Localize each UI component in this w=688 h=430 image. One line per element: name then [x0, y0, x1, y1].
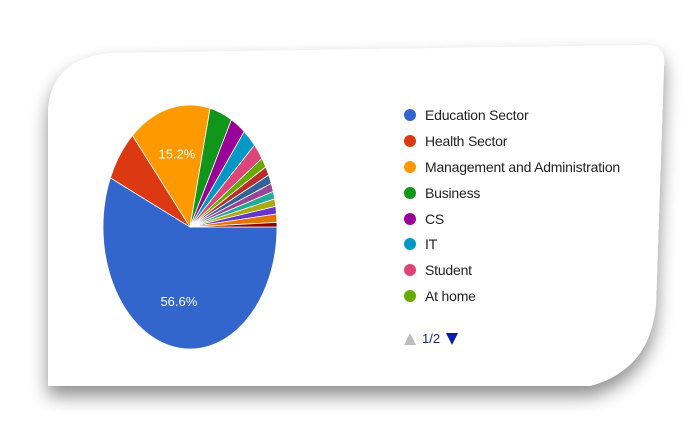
pie-slice-data-label: 15.2%	[158, 147, 195, 162]
legend-label: CS	[425, 210, 445, 227]
legend-item[interactable]: Management and Administration	[404, 154, 634, 180]
legend-dot-icon	[404, 238, 416, 251]
legend-dot-icon	[404, 160, 416, 173]
legend-item[interactable]: Education Sector	[404, 102, 634, 128]
legend-item[interactable]: IT	[404, 231, 634, 257]
legend-dot-icon	[404, 264, 416, 277]
legend-dot-icon	[404, 212, 416, 225]
legend-item[interactable]: At home	[404, 283, 634, 309]
pie-slice-education-sector[interactable]	[102, 177, 278, 350]
legend-dot-icon	[404, 134, 416, 147]
legend-item[interactable]: Student	[404, 257, 634, 283]
chart-legend: Education Sector Health Sector Management …	[404, 102, 634, 309]
legend-dot-icon	[404, 290, 416, 303]
legend-item[interactable]: Business	[404, 180, 634, 206]
legend-pager: 1/2	[404, 331, 459, 346]
pager-label: 1/2	[422, 331, 441, 346]
legend-label: Management and Administration	[425, 158, 620, 175]
pie-slice-15[interactable]	[189, 221, 278, 228]
triangle-up-icon[interactable]	[404, 332, 416, 345]
legend-label: Education Sector	[425, 106, 529, 123]
legend-label: IT	[425, 236, 438, 253]
legend-label: At home	[425, 288, 476, 305]
pie-slice-management-and-administration[interactable]	[131, 104, 211, 229]
legend-label: Student	[425, 262, 472, 279]
legend-item[interactable]: Health Sector	[404, 128, 634, 154]
legend-label: Health Sector	[425, 132, 508, 149]
triangle-down-icon[interactable]	[446, 332, 459, 345]
legend-label: Business	[425, 184, 481, 201]
legend-dot-icon	[404, 186, 416, 199]
pie-slice-data-label: 56.6%	[160, 294, 197, 309]
legend-dot-icon	[404, 108, 416, 121]
legend-item[interactable]: CS	[404, 206, 634, 232]
